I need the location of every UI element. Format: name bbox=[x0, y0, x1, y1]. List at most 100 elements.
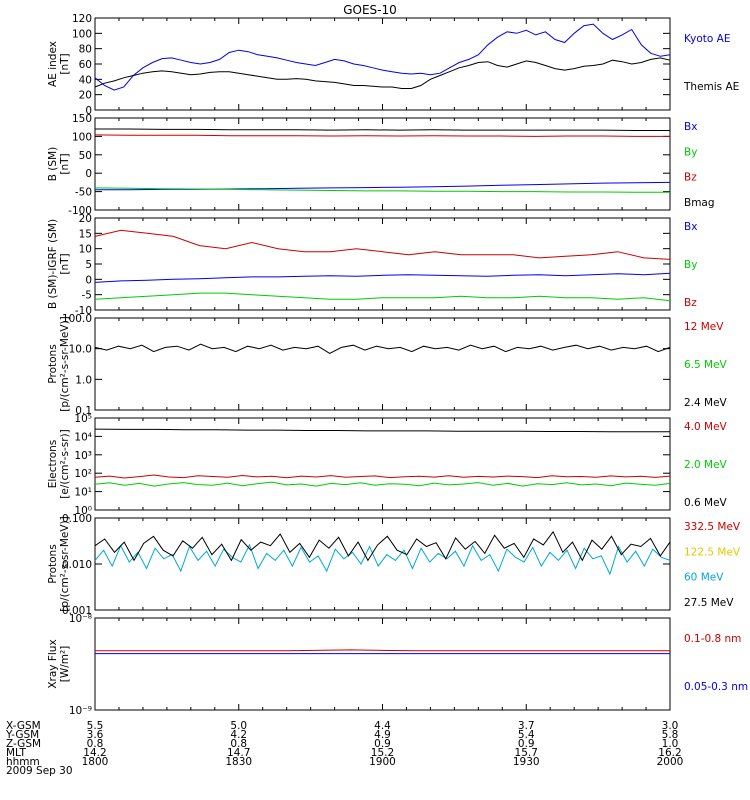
orbit-row-value: 14.2 bbox=[83, 747, 106, 759]
y-tick-label: 0.100 bbox=[62, 513, 92, 525]
orbit-row-value: 1830 bbox=[225, 756, 252, 768]
y-tick-label: 0 bbox=[85, 168, 92, 180]
legend-entry: 122.5 MeV bbox=[684, 546, 741, 558]
legend-entry: By bbox=[684, 259, 697, 271]
y-tick-label: 50 bbox=[79, 150, 92, 162]
legend-entry: 60 MeV bbox=[684, 572, 724, 584]
orbit-row-value: 1800 bbox=[82, 756, 109, 768]
y-tick-label: 10⁻⁸ bbox=[69, 613, 92, 625]
orbit-row-value: 4.4 bbox=[374, 720, 391, 732]
orbit-row-value: 2000 bbox=[657, 756, 684, 768]
orbit-row-value: 14.7 bbox=[227, 747, 250, 759]
y-tick-label: 0 bbox=[85, 274, 92, 286]
orbit-row-value: 16.2 bbox=[658, 747, 681, 759]
y-tick-label: 5 bbox=[85, 259, 92, 271]
legend-entry: 2.4 MeV bbox=[684, 397, 728, 409]
legend-entry: 0.1-0.8 nm bbox=[684, 633, 741, 645]
series-line-bz bbox=[94, 134, 670, 137]
y-tick-label: 0 bbox=[85, 105, 92, 117]
orbit-row-value: 3.6 bbox=[87, 729, 104, 741]
y-tick-label: 10⁻⁹ bbox=[69, 705, 92, 717]
y-tick-label: 60 bbox=[79, 59, 92, 71]
legend-entry: 2.0 MeV bbox=[684, 459, 728, 471]
date-label: 2009 Sep 30 bbox=[6, 765, 73, 777]
orbit-row-value: 5.0 bbox=[230, 720, 247, 732]
y-tick-label: 10⁵ bbox=[74, 413, 92, 425]
y-axis-unit: [nT] bbox=[59, 53, 71, 74]
series-line-0-1-0-8-nm bbox=[95, 649, 670, 652]
panel-frame-ae bbox=[94, 17, 671, 111]
y-tick-label: 0.1 bbox=[75, 405, 92, 417]
y-axis-label: Electrons bbox=[47, 440, 59, 489]
series-line-themis-ae bbox=[94, 57, 671, 89]
y-tick-label: 1.0 bbox=[75, 374, 92, 386]
orbit-row-label: Z-GSM bbox=[6, 738, 41, 750]
legend-entry: By bbox=[684, 146, 697, 158]
legend-entry: 0.6 MeV bbox=[684, 497, 728, 509]
orbit-row-label: hhmm bbox=[6, 756, 40, 768]
figure-title: GOES-10 bbox=[343, 3, 397, 17]
orbit-row-value: 1.0 bbox=[662, 738, 679, 750]
orbit-row-value: 4.9 bbox=[374, 729, 391, 741]
y-axis-unit: [p/(cm²-s-sr-MeV)] bbox=[59, 516, 71, 611]
orbit-row-value: 5.4 bbox=[518, 729, 535, 741]
series-line-kyoto-ae bbox=[94, 23, 671, 91]
series-line-4-0-mev bbox=[94, 474, 671, 479]
orbit-row-value: 0.9 bbox=[518, 738, 535, 750]
y-axis-unit: [e/(cm²-s-sr)] bbox=[59, 429, 71, 498]
y-tick-label: 10⁰ bbox=[74, 505, 92, 517]
y-tick-label: 10 bbox=[79, 244, 92, 256]
series-line-bx bbox=[94, 272, 671, 283]
panel-frame-protons_lo bbox=[94, 317, 671, 411]
y-tick-label: 100.0 bbox=[62, 313, 92, 325]
orbit-row-value: 0.8 bbox=[87, 738, 104, 750]
y-axis-label: Xray Flux bbox=[47, 639, 59, 688]
y-tick-label: -5 bbox=[82, 290, 92, 302]
y-tick-label: -10 bbox=[75, 305, 92, 317]
legend-entry: 0.05-0.3 nm bbox=[684, 681, 748, 693]
y-tick-label: 10³ bbox=[74, 450, 92, 462]
legend-entry: Kyoto AE bbox=[684, 33, 730, 45]
legend-entry: Bz bbox=[684, 172, 697, 184]
orbit-row-value: 15.2 bbox=[371, 747, 394, 759]
series-line-by bbox=[94, 292, 671, 302]
y-tick-label: 10.0 bbox=[69, 344, 92, 356]
legend-entry: Themis AE bbox=[683, 81, 739, 93]
orbit-row-value: 3.7 bbox=[518, 720, 535, 732]
legend-entry: Bx bbox=[684, 121, 697, 133]
series-line-by bbox=[94, 187, 670, 193]
y-tick-label: -50 bbox=[75, 187, 92, 199]
series-line-0-6-mev bbox=[94, 428, 670, 433]
y-tick-label: 10⁴ bbox=[74, 431, 92, 443]
orbit-row-value: 4.2 bbox=[230, 729, 247, 741]
y-axis-label: Protons bbox=[47, 544, 59, 583]
series-line-2-4-mev bbox=[94, 343, 671, 354]
panel-frame-bsm bbox=[94, 117, 671, 211]
series-line-27-5-mev bbox=[94, 530, 671, 562]
y-axis-unit: [p/(cm²-s-sr-MeV)] bbox=[59, 316, 71, 411]
y-axis-unit: [nT] bbox=[59, 153, 71, 174]
y-tick-label: 100 bbox=[72, 28, 92, 40]
y-tick-label: 10² bbox=[74, 468, 92, 480]
y-tick-label: 0.001 bbox=[62, 605, 92, 617]
y-axis-label: B (SM)-IGRF (SM) bbox=[47, 219, 59, 309]
y-axis-unit: [nT] bbox=[59, 253, 71, 274]
orbit-row-label: Y-GSM bbox=[5, 729, 39, 741]
orbit-row-value: 1900 bbox=[369, 756, 396, 768]
orbit-row-value: 1930 bbox=[513, 756, 540, 768]
legend-entry: Bz bbox=[684, 297, 697, 309]
y-tick-label: 0.010 bbox=[62, 559, 92, 571]
y-axis-label: B (SM) bbox=[47, 147, 59, 181]
legend-entry: 4.0 MeV bbox=[684, 421, 728, 433]
y-axis-unit: [W/m²] bbox=[59, 646, 71, 683]
orbit-row-value: 3.0 bbox=[662, 720, 679, 732]
y-tick-label: 15 bbox=[79, 228, 92, 240]
orbit-row-value: 0.8 bbox=[230, 738, 247, 750]
legend-entry: Bmag bbox=[684, 197, 715, 209]
series-line-bz bbox=[94, 229, 671, 260]
orbit-row-value: 15.7 bbox=[515, 747, 538, 759]
panel-frame-protons_hi bbox=[94, 517, 671, 611]
legend-entry: 6.5 MeV bbox=[684, 359, 728, 371]
y-tick-label: 150 bbox=[72, 113, 92, 125]
